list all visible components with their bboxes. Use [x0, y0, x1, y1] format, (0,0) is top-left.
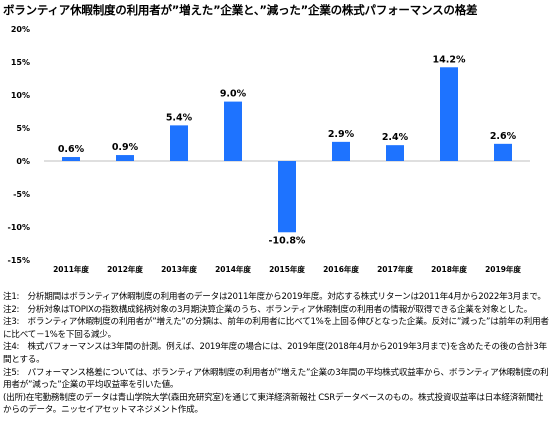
x-axis-tick-labels: 2011年度 2012年度 2013年度 2014年度 2015年度 2016年度 2017… [53, 264, 521, 274]
x-tick-label: 2019年度 [485, 264, 521, 274]
bars [62, 67, 512, 233]
y-tick-label: 0% [16, 157, 30, 166]
bar [440, 67, 458, 161]
note-3: 注3: ボランティア休暇制度の利用者が”増えた”の分類は、前年の利用者に比べて1… [3, 317, 549, 340]
bar [224, 101, 242, 161]
x-tick-label: 2017年度 [377, 264, 413, 274]
data-label: 2.9% [328, 129, 355, 140]
data-label: 9.0% [220, 89, 247, 100]
bar [494, 143, 512, 161]
bar [278, 161, 296, 233]
x-tick-label: 2018年度 [431, 264, 467, 274]
bar [386, 145, 404, 161]
data-labels: 0.6% 0.9% 5.4% 9.0% -10.8% 2.9% 2.4% 14.2% 2.6% [58, 54, 517, 246]
y-axis-tick-labels: -15% -10% -5% 0% 5% 10% 15% 20% [8, 25, 30, 265]
bar [332, 141, 350, 161]
y-tick-label: 15% [11, 58, 30, 67]
y-tick-label: -5% [13, 190, 30, 199]
source-note: (出所)在宅勤務制度のデータは青山学院大学(森田充研究室)を通じて東洋経済新報社… [3, 392, 544, 416]
x-tick-label: 2014年度 [215, 264, 251, 274]
x-tick-label: 2012年度 [107, 264, 143, 274]
bar [116, 155, 134, 161]
data-label: 0.6% [58, 144, 85, 155]
y-tick-label: 20% [11, 25, 30, 34]
data-label: 2.6% [490, 131, 517, 142]
note-4: 注4: 株式パフォーマンスは3年間の計測。例えば、2019年度の場合には、201… [3, 342, 547, 365]
data-label: -10.8% [269, 235, 306, 246]
data-label: 0.9% [112, 142, 139, 153]
note-5: 注5: パフォーマンス格差については、ボランティア休暇制度の利用者が”増えた”企… [3, 367, 549, 391]
chart-title: ボランティア休暇制度の利用者が”増えた”企業と、”減った”企業の株式パフォーマン… [3, 3, 478, 17]
y-tick-label: 10% [11, 91, 30, 100]
data-label: 5.4% [166, 112, 193, 123]
note-2: 注2: 分析対象はTOPIXの指数構成銘柄対象の3月期決算企業のうち、ボランティ… [3, 304, 533, 315]
bar-chart: -15% -10% -5% 0% 5% 10% 15% 20% 0.6% 0.9% 5.4% 9.0… [8, 25, 530, 274]
y-tick-label: -15% [8, 256, 30, 265]
data-label: 14.2% [433, 54, 466, 65]
data-label: 2.4% [382, 132, 409, 143]
bar [62, 157, 80, 161]
footnotes: 注1: 分析期間はボランティア休暇制度の利用者のデータは2011年度から2019… [3, 291, 549, 417]
x-tick-label: 2013年度 [161, 264, 197, 274]
x-tick-label: 2016年度 [323, 264, 359, 274]
x-tick-label: 2015年度 [269, 264, 305, 274]
bar [170, 125, 188, 161]
x-tick-label: 2011年度 [53, 264, 89, 274]
y-tick-label: 5% [16, 124, 30, 133]
note-1: 注1: 分析期間はボランティア休暇制度の利用者のデータは2011年度から2019… [3, 292, 546, 302]
y-tick-label: -10% [8, 223, 30, 232]
